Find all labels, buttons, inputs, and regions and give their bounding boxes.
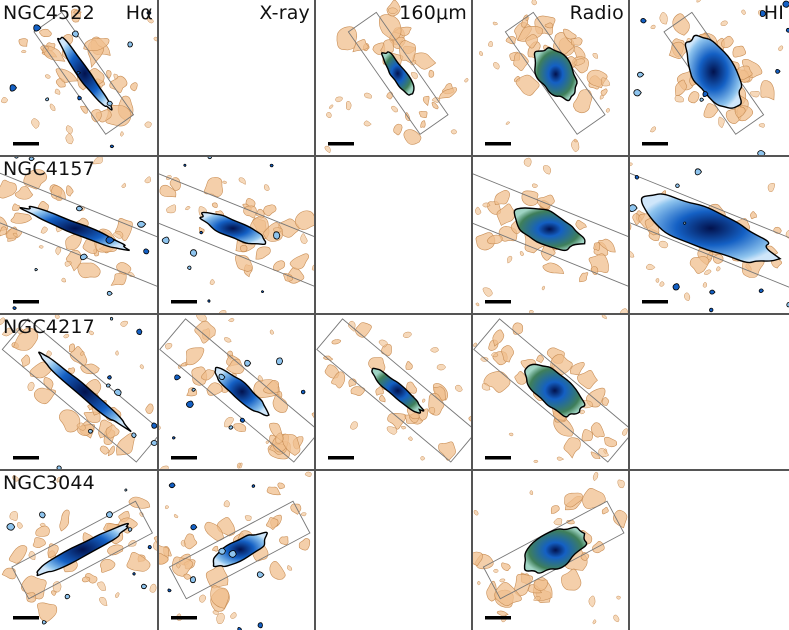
emission-contour (371, 367, 425, 414)
emission-contour (640, 193, 782, 264)
panel-ngc4217-hi (629, 314, 789, 470)
panel-ngc4522-halpha: NGC4522 Hα (0, 0, 158, 156)
scale-bar (13, 616, 39, 620)
scale-bar (171, 456, 197, 460)
scale-bar (13, 456, 39, 460)
emission-contour (533, 47, 578, 102)
row-divider (0, 469, 789, 471)
scale-bar (642, 300, 668, 304)
emission-contour (684, 34, 743, 109)
slit-outline (159, 318, 315, 463)
panel-ngc4217-halpha: NGC4217 (0, 314, 158, 470)
row-divider (0, 313, 789, 315)
optical-contours (473, 314, 628, 463)
column-divider (314, 0, 316, 630)
radio-emission-map (472, 157, 629, 314)
xray-emission-map (158, 314, 315, 470)
panel-ngc4217-160um (315, 314, 472, 470)
scale-bar (642, 142, 668, 146)
emission-contour (57, 36, 113, 111)
panel-ngc4217-xray (158, 314, 315, 470)
emission-contour (523, 526, 588, 574)
slit-outline (504, 11, 606, 135)
emission-contour (212, 531, 268, 568)
galaxy-label: NGC4522 (3, 2, 95, 24)
scale-bar (13, 142, 39, 146)
panel-ngc3044-radio (472, 470, 629, 630)
emission-contour (214, 366, 270, 417)
halpha-emission-map (1, 474, 158, 625)
panel-ngc4522-hi: HI (629, 0, 789, 156)
slit-outline (11, 500, 154, 600)
column-divider (471, 0, 473, 630)
panel-ngc4157-xray (158, 156, 315, 314)
slit-outline (316, 318, 472, 463)
panel-ngc3044-hi (629, 470, 789, 630)
galaxy-label: NGC4217 (3, 316, 95, 338)
emission-contour (199, 211, 267, 246)
scale-bar (328, 456, 354, 460)
panel-ngc4157-halpha: NGC4157 (0, 156, 158, 314)
scale-bar (328, 142, 354, 146)
far-infrared-emission-map (324, 0, 469, 154)
halpha-emission-map (0, 8, 158, 149)
hi-emission-map (633, 0, 789, 156)
panel-ngc4217-radio (472, 314, 629, 470)
band-label: Radio (569, 2, 624, 24)
panel-ngc3044-160um (315, 470, 472, 630)
scale-bar (171, 616, 197, 620)
panel-ngc4522-160um: 160μm (315, 0, 472, 156)
emission-contour (36, 522, 129, 577)
emission-contour (38, 351, 132, 433)
emission-contour (524, 363, 586, 418)
scale-bar (485, 456, 511, 460)
band-label: HI (763, 2, 784, 24)
column-divider (628, 0, 630, 630)
scale-bar (171, 300, 197, 304)
slit-outline (629, 172, 789, 288)
scale-bar (485, 142, 511, 146)
halpha-emission-map (0, 314, 158, 470)
panel-ngc4157-hi (629, 156, 789, 314)
xray-emission-map (158, 471, 312, 630)
slit-outline (33, 11, 135, 135)
panel-ngc4522-xray: X-ray (158, 0, 315, 156)
band-label: 160μm (399, 2, 467, 24)
galaxy-label: NGC3044 (3, 472, 95, 494)
band-label: Hα (125, 2, 153, 24)
column-divider (157, 0, 159, 630)
optical-contours (159, 175, 315, 314)
slit-outline (158, 173, 315, 287)
slit-outline (473, 318, 629, 463)
slit-outline (482, 500, 625, 600)
slit-outline (347, 11, 449, 135)
radio-emission-map (479, 0, 611, 153)
panel-ngc4157-160um (315, 156, 472, 314)
galaxy-label: NGC4157 (3, 158, 95, 180)
panel-ngc3044-halpha: NGC3044 (0, 470, 158, 630)
hi-emission-map (629, 162, 789, 313)
panel-ngc3044-xray (158, 470, 315, 630)
slit-outline (0, 172, 158, 288)
scale-bar (485, 300, 511, 304)
slit-outline (472, 173, 629, 287)
radio-emission-map (473, 314, 629, 463)
far-infrared-emission-map (316, 318, 472, 463)
row-divider (0, 155, 789, 157)
emission-contour (513, 207, 586, 252)
radio-emission-map (472, 471, 628, 625)
halpha-emission-map (0, 156, 158, 310)
panel-ngc4157-radio (472, 156, 629, 314)
scale-bar (13, 300, 39, 304)
scale-bar (485, 616, 511, 620)
emission-contour (381, 51, 415, 96)
xray-emission-map (158, 156, 315, 314)
band-label: X-ray (259, 2, 310, 24)
emission-contour (19, 205, 130, 252)
panel-ngc4522-radio: Radio (472, 0, 629, 156)
optical-contours (0, 314, 154, 457)
slit-outline (168, 500, 311, 600)
